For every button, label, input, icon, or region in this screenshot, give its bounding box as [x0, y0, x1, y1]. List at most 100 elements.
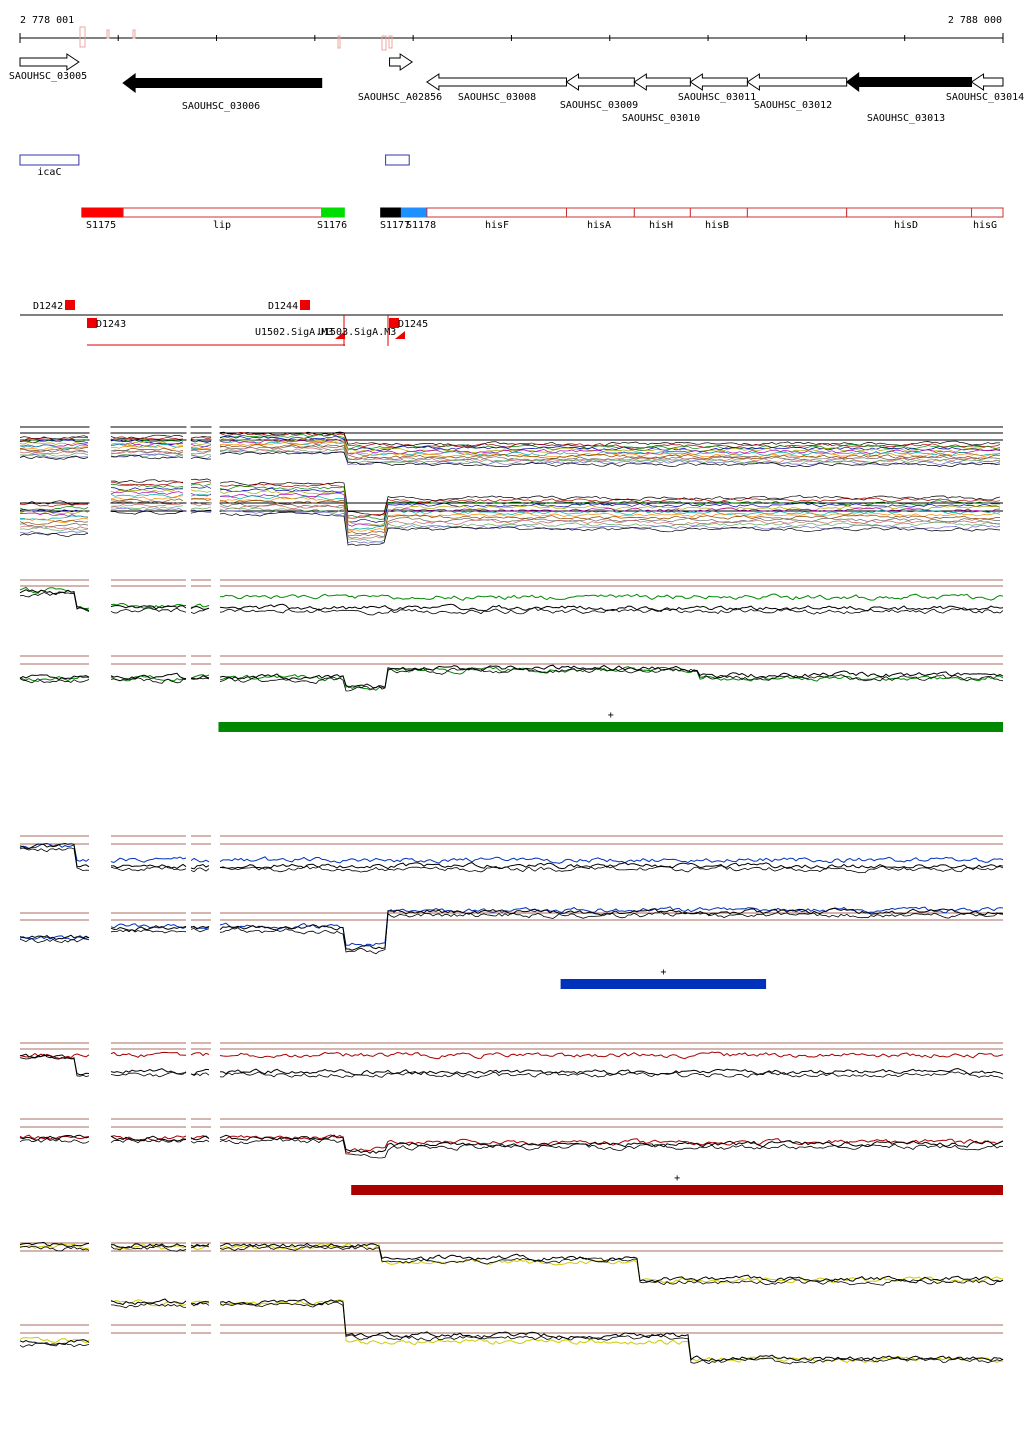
signal-line: [19, 525, 89, 530]
signal-line: [110, 507, 184, 512]
signal-line: [19, 847, 90, 872]
signal-line: [110, 865, 187, 872]
signal-line: [110, 1071, 186, 1078]
signal-line: [19, 842, 90, 868]
signal-line: [190, 501, 212, 506]
signal-line: [190, 455, 212, 459]
signal-line: [190, 498, 212, 500]
track-gap: [186, 420, 191, 1380]
segment-label: hisA: [587, 220, 611, 231]
signal-line: [190, 449, 212, 453]
segment-block: [321, 207, 345, 218]
signal-line: [19, 517, 89, 523]
signal-line: [219, 607, 1004, 616]
signal-line: [219, 1242, 1004, 1284]
signal-line: [19, 1339, 90, 1346]
signal-line: [110, 510, 184, 515]
feature-track: D1242 D1243 D1244 D1245 U1502.SigA.M3U1503.S…: [20, 300, 1003, 346]
signal-line: [190, 925, 210, 930]
signal-line: [190, 451, 212, 455]
signal-line: [190, 489, 212, 493]
signal-line: [190, 607, 210, 615]
signal-line: [110, 501, 184, 505]
signal-line: [219, 603, 1004, 612]
signal-line: [219, 480, 1001, 516]
signal-line: [19, 515, 89, 521]
gene-label: SAOUHSC_03005: [9, 71, 87, 82]
segment-block: [633, 207, 691, 218]
signal-line: [19, 510, 89, 515]
segment-block: [566, 207, 635, 218]
gene-label: SAOUHSC_03014: [946, 92, 1024, 103]
signal-line: [219, 1299, 1004, 1364]
segment-label: S1178: [406, 220, 436, 231]
signal-line: [19, 441, 89, 445]
feature-marker: [87, 318, 97, 328]
signal-line: [19, 506, 89, 511]
signal-line: [190, 443, 212, 447]
coordinate-ruler: 2 778 001 2 788 000: [19, 15, 1004, 51]
ruler-end-label: 2 788 000: [948, 15, 1002, 26]
expression-signal-tracks: [19, 420, 1004, 1380]
signal-line: [110, 1298, 187, 1306]
signal-line: [219, 1070, 1004, 1079]
segment-label: hisG: [973, 220, 997, 231]
signal-line: [110, 452, 184, 457]
signal-line: [110, 445, 184, 450]
signal-line: [110, 441, 184, 446]
signal-line: [219, 483, 1001, 519]
signal-line: [19, 500, 89, 505]
signal-line: [19, 532, 89, 538]
segment-block: [400, 207, 428, 218]
ruler-gap-marker: [79, 26, 86, 48]
signal-line: [110, 439, 184, 445]
gene-annotation-track: SAOUHSC_03005 SAOUHSC_03006 SAOUHSC_A02856…: [9, 53, 1024, 124]
gene-arrow: [970, 73, 1004, 91]
signal-line: [190, 1139, 210, 1144]
signal-line: [219, 1067, 1004, 1076]
segment-label: hisD: [894, 220, 918, 231]
gene-arrow: [122, 73, 323, 93]
signal-line: [219, 485, 1001, 520]
signal-line: [190, 481, 212, 485]
signal-line: [219, 856, 1004, 864]
condition-bar: [351, 1185, 1003, 1195]
signal-line: [190, 1301, 210, 1306]
signal-line: [219, 667, 1004, 692]
signal-line: [190, 497, 212, 501]
gene-arrow: [689, 73, 748, 91]
signal-line: [19, 1134, 90, 1141]
signal-line: [219, 1243, 1004, 1284]
signal-line: [190, 493, 212, 497]
segment-block: [746, 207, 848, 218]
gene-arrow: [845, 72, 973, 92]
feature-marker: [389, 318, 399, 328]
track-gap: [89, 420, 111, 1380]
signal-line: [190, 509, 212, 513]
ruler-gap-marker: [132, 29, 136, 39]
signal-line: [219, 906, 1004, 947]
signal-line: [190, 1072, 210, 1077]
condition-bar: [560, 979, 767, 989]
signal-line: [190, 444, 212, 449]
signal-line: [19, 526, 89, 532]
gene-label: SAOUHSC_03011: [678, 92, 756, 103]
signal-line: [110, 453, 184, 458]
signal-line: [19, 455, 89, 460]
feature-label: D1243: [96, 319, 126, 330]
signal-line: [190, 440, 212, 443]
signal-line: [190, 502, 212, 507]
signal-line: [190, 1135, 210, 1141]
signal-line: [190, 857, 210, 863]
signal-line: [219, 507, 1001, 543]
signal-line: [220, 499, 1001, 535]
signal-line: [219, 433, 1001, 450]
signal-line: [110, 493, 184, 499]
condition-bar-label: +: [660, 967, 666, 978]
segment-block: [689, 207, 748, 218]
signal-line: [19, 589, 90, 612]
signal-line: [190, 448, 212, 451]
signal-line: [219, 497, 1001, 532]
segment-label: S1176: [317, 220, 347, 231]
